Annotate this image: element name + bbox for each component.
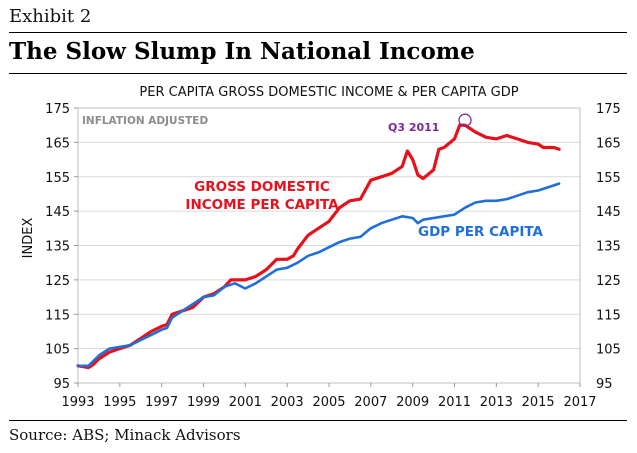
axis-ticks: 95 95 105 105 115 115 125 125 135 135 145 145 155 155… (45, 102, 621, 410)
y-tick-label-left: 115 (45, 308, 70, 323)
y-tick-label-left: 165 (45, 136, 70, 151)
y-tick-label-right: 165 (596, 136, 621, 151)
header-rule (9, 32, 627, 33)
x-tick-label: 2011 (438, 395, 471, 410)
x-tick-label: 2007 (354, 395, 387, 410)
gdp-series-label: GDP PER CAPITA (418, 224, 544, 240)
y-tick-label-right: 115 (596, 308, 621, 323)
x-tick-label: 1999 (187, 395, 220, 410)
x-tick-label: 2005 (312, 395, 345, 410)
footer-rule (9, 420, 627, 421)
y-tick-label-right: 175 (596, 102, 621, 117)
gdi-series-label-line2: INCOME PER CAPITA (185, 197, 339, 213)
title-rule (9, 73, 627, 74)
y-tick-label-left: 155 (45, 171, 70, 186)
y-tick-label-left: 125 (45, 274, 70, 289)
y-tick-label-left: 95 (53, 377, 70, 392)
peak-marker (458, 113, 472, 127)
y-tick-label-left: 105 (45, 343, 70, 358)
inflation-note: INFLATION ADJUSTED (82, 115, 208, 127)
x-tick-label: 2013 (480, 395, 513, 410)
source-note: Source: ABS; Minack Advisors (9, 426, 241, 444)
y-tick-label-right: 145 (596, 205, 621, 220)
y-tick-label-left: 135 (45, 240, 70, 255)
x-tick-label: 2003 (271, 395, 304, 410)
x-tick-label: 2015 (522, 395, 555, 410)
y-tick-label-right: 155 (596, 171, 621, 186)
exhibit-label: Exhibit 2 (9, 6, 92, 27)
y-tick-label-right: 125 (596, 274, 621, 289)
gridlines (78, 141, 580, 350)
y-tick-label-right: 95 (596, 377, 613, 392)
peak-annotation: Q3 2011 (388, 113, 472, 134)
y-tick-label-right: 105 (596, 343, 621, 358)
chart-title: PER CAPITA GROSS DOMESTIC INCOME & PER C… (139, 85, 518, 100)
gdi-series-line (76, 123, 561, 370)
y-tick-label-left: 145 (45, 205, 70, 220)
x-tick-label: 1993 (61, 395, 94, 410)
x-tick-label: 2009 (396, 395, 429, 410)
gdi-series-label-line1: GROSS DOMESTIC (194, 179, 330, 195)
page-title: The Slow Slump In National Income (9, 38, 475, 65)
series-lines (76, 123, 561, 370)
y-axis-label: INDEX (21, 218, 36, 259)
gdp-series-line (76, 182, 561, 368)
peak-annotation-label: Q3 2011 (388, 121, 439, 134)
y-tick-label-right: 135 (596, 240, 621, 255)
x-tick-label: 2017 (563, 395, 596, 410)
x-tick-label: 1997 (145, 395, 178, 410)
x-tick-label: 2001 (229, 395, 262, 410)
y-tick-label-left: 175 (45, 102, 70, 117)
x-tick-label: 1995 (103, 395, 136, 410)
